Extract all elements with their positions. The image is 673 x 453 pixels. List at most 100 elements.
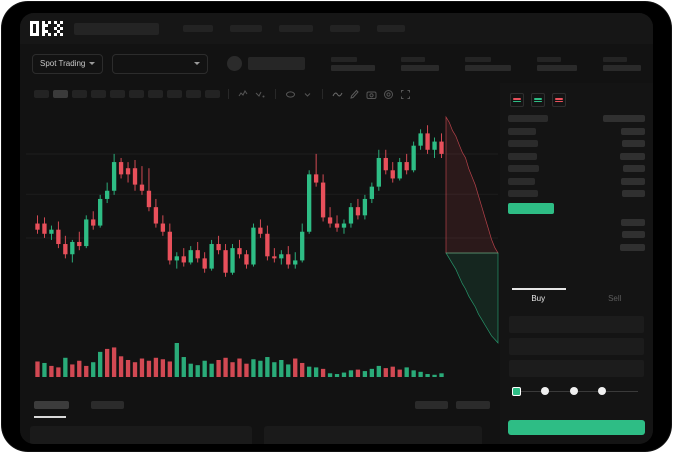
mode-bar-top xyxy=(555,98,563,100)
order-book-ask-row[interactable] xyxy=(500,127,653,135)
row-right-value xyxy=(603,115,645,122)
row-left-value xyxy=(508,177,535,185)
row-left-value xyxy=(508,115,548,122)
chevron-down-icon[interactable] xyxy=(301,88,314,101)
candlestick-type-icon[interactable] xyxy=(237,88,250,101)
slider-stop-25[interactable] xyxy=(540,387,549,395)
bottom-action-0[interactable] xyxy=(415,401,448,409)
stat-value xyxy=(331,64,375,71)
indicators-icon[interactable] xyxy=(254,88,267,101)
stat-value xyxy=(537,64,577,71)
stat-label xyxy=(331,56,357,62)
stat-label xyxy=(537,56,561,62)
bottom-content-panel-1 xyxy=(264,426,482,444)
order-book-ask-row[interactable] xyxy=(500,190,653,197)
toolbar-divider xyxy=(322,89,323,99)
slider-stop-0[interactable] xyxy=(512,386,521,396)
camera-icon[interactable] xyxy=(365,88,378,101)
row-left-value xyxy=(508,190,538,197)
line-chart-icon[interactable] xyxy=(331,88,344,101)
timeframe-button-8[interactable] xyxy=(186,90,201,98)
bottom-action-1[interactable] xyxy=(456,401,490,409)
nav-item-2[interactable] xyxy=(279,25,313,32)
timeframe-button-7[interactable] xyxy=(167,90,182,98)
bottom-tabs xyxy=(20,395,500,415)
okx-logo-icon[interactable] xyxy=(30,21,63,36)
order-book-bid-row[interactable] xyxy=(500,231,653,238)
submit-buy-button[interactable] xyxy=(508,420,645,435)
amount-field[interactable] xyxy=(509,338,644,355)
row-right-value xyxy=(620,152,645,160)
pair-select-dropdown[interactable] xyxy=(112,53,208,74)
row-right-value xyxy=(621,177,645,185)
price-chart[interactable] xyxy=(20,105,500,395)
toolbar-divider xyxy=(228,89,229,99)
nav-item-1[interactable] xyxy=(230,25,262,32)
order-book-view-modes xyxy=(500,83,653,107)
spot-trading-label: Spot Trading xyxy=(40,59,86,68)
row-left-value xyxy=(508,127,536,135)
row-left-value xyxy=(508,152,537,160)
bottom-content-panels xyxy=(30,426,482,444)
market-header: Spot Trading xyxy=(20,44,653,83)
order-book-panel: Buy Sell xyxy=(500,83,653,444)
slider-stop-50[interactable] xyxy=(569,387,578,395)
timeframe-button-3[interactable] xyxy=(91,90,106,98)
bottom-tab-1[interactable] xyxy=(91,401,124,409)
order-book-asks-icon[interactable] xyxy=(552,93,566,107)
spread-indicator xyxy=(508,202,554,214)
chart-toolbar xyxy=(20,83,500,105)
buy-sell-tabs: Buy Sell xyxy=(500,288,653,308)
coin-avatar xyxy=(226,56,242,71)
compare-icon[interactable] xyxy=(284,88,297,101)
order-fields xyxy=(500,308,653,377)
row-right-value xyxy=(622,190,645,197)
nav-items xyxy=(183,25,405,32)
row-right-value xyxy=(623,165,645,172)
nav-item-4[interactable] xyxy=(377,25,405,32)
bottom-tab-0[interactable] xyxy=(34,401,69,409)
timeframe-button-5[interactable] xyxy=(129,90,144,98)
device-screen: Spot Trading xyxy=(20,13,653,444)
timeframe-button-1[interactable] xyxy=(53,90,68,98)
price-field[interactable] xyxy=(509,316,644,333)
tab-buy[interactable]: Buy xyxy=(500,288,577,308)
order-book-bid-row[interactable] xyxy=(500,218,653,226)
row-right-value xyxy=(621,127,645,135)
order-book-ask-row[interactable] xyxy=(500,177,653,185)
order-book-header[interactable] xyxy=(500,115,653,122)
order-book-ask-row[interactable] xyxy=(500,152,653,160)
chevron-down-icon xyxy=(193,62,200,65)
order-book-ask-row[interactable] xyxy=(500,140,653,147)
toolbar-divider xyxy=(275,89,276,99)
total-field[interactable] xyxy=(509,360,644,377)
stat-value xyxy=(401,64,439,71)
tab-sell[interactable]: Sell xyxy=(577,288,654,308)
slider-stop-75[interactable] xyxy=(598,387,607,395)
settings-gear-icon[interactable] xyxy=(382,88,395,101)
nav-item-0[interactable] xyxy=(183,25,213,32)
timeframe-button-0[interactable] xyxy=(34,90,49,98)
spot-trading-button[interactable]: Spot Trading xyxy=(32,53,104,74)
nav-item-3[interactable] xyxy=(330,25,360,32)
trade-form: Buy Sell xyxy=(500,288,653,444)
fullscreen-icon[interactable] xyxy=(399,88,412,101)
stat-value xyxy=(465,64,511,71)
order-book-ask-row[interactable] xyxy=(500,165,653,172)
timeframe-button-6[interactable] xyxy=(148,90,163,98)
draw-pencil-icon[interactable] xyxy=(348,88,361,101)
order-book-bid-row[interactable] xyxy=(500,243,653,251)
mode-bar-bottom xyxy=(534,100,542,102)
row-right-value xyxy=(622,140,645,147)
timeframe-button-9[interactable] xyxy=(205,90,220,98)
search-input[interactable] xyxy=(74,22,159,35)
order-book-bids-icon[interactable] xyxy=(531,93,545,107)
mode-bar-top xyxy=(534,98,542,100)
stat-label xyxy=(603,56,627,62)
timeframe-button-4[interactable] xyxy=(110,90,125,98)
amount-slider[interactable] xyxy=(512,386,641,398)
bottom-content-panel-0 xyxy=(30,426,252,444)
order-book-both-icon[interactable] xyxy=(510,93,524,107)
timeframe-button-2[interactable] xyxy=(72,90,87,98)
